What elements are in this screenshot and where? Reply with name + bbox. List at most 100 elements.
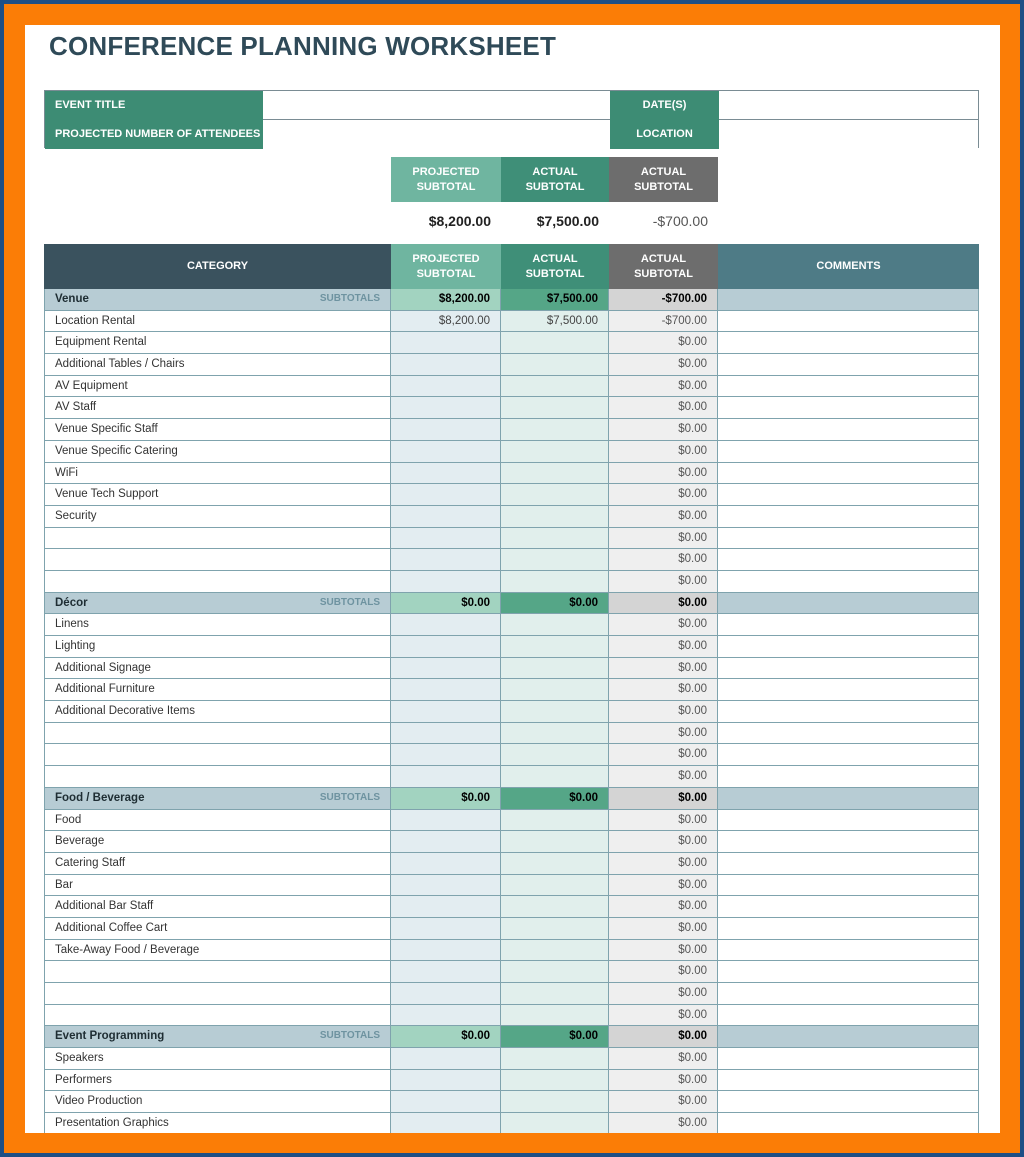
comments-cell[interactable] <box>718 462 979 484</box>
projected-cell[interactable] <box>391 831 501 852</box>
actual-cell[interactable] <box>501 354 609 375</box>
projected-cell[interactable] <box>391 961 501 982</box>
projected-cell[interactable] <box>391 939 501 961</box>
comments-cell[interactable] <box>718 744 979 766</box>
actual-cell[interactable] <box>501 874 609 896</box>
projected-cell[interactable] <box>391 636 501 657</box>
category-cell[interactable]: AV Equipment <box>44 375 391 397</box>
projected-cell[interactable] <box>391 484 501 505</box>
category-cell[interactable]: Location Rental <box>44 310 391 332</box>
actual-cell[interactable] <box>501 961 609 982</box>
category-cell[interactable]: Bar <box>44 874 391 896</box>
projected-cell[interactable] <box>391 549 501 570</box>
actual-cell[interactable] <box>501 527 609 549</box>
comments-cell[interactable] <box>718 917 979 939</box>
comments-cell[interactable] <box>718 1069 979 1091</box>
projected-cell[interactable] <box>391 462 501 484</box>
category-cell[interactable] <box>44 983 391 1004</box>
location-field[interactable] <box>719 120 978 149</box>
category-cell[interactable]: Additional Coffee Cart <box>44 917 391 939</box>
projected-cell[interactable] <box>391 701 501 722</box>
category-cell[interactable] <box>44 570 391 592</box>
actual-cell[interactable] <box>501 809 609 831</box>
category-cell[interactable]: Additional Signage <box>44 657 391 679</box>
projected-cell[interactable] <box>391 766 501 787</box>
category-cell[interactable]: Venue Tech Support <box>44 484 391 505</box>
projected-cell[interactable] <box>391 679 501 701</box>
category-cell[interactable]: Additional Tables / Chairs <box>44 354 391 375</box>
projected-cell[interactable] <box>391 983 501 1004</box>
actual-cell[interactable] <box>501 462 609 484</box>
projected-cell[interactable] <box>391 896 501 917</box>
projected-cell[interactable] <box>391 1048 501 1069</box>
comments-cell[interactable] <box>718 527 979 549</box>
comments-cell[interactable] <box>718 549 979 570</box>
comments-cell[interactable] <box>718 419 979 440</box>
comments-cell[interactable] <box>718 1026 979 1048</box>
category-cell[interactable]: Additional Furniture <box>44 679 391 701</box>
category-cell[interactable]: Take-Away Food / Beverage <box>44 939 391 961</box>
category-cell[interactable]: Food <box>44 809 391 831</box>
actual-cell[interactable] <box>501 549 609 570</box>
comments-cell[interactable] <box>718 961 979 982</box>
category-cell[interactable]: Venue Specific Catering <box>44 440 391 462</box>
comments-cell[interactable] <box>718 657 979 679</box>
comments-cell[interactable] <box>718 722 979 744</box>
projected-cell[interactable] <box>391 332 501 354</box>
comments-cell[interactable] <box>718 809 979 831</box>
category-cell[interactable] <box>44 722 391 744</box>
projected-cell[interactable] <box>391 722 501 744</box>
actual-cell[interactable] <box>501 679 609 701</box>
projected-cell[interactable] <box>391 852 501 874</box>
comments-cell[interactable] <box>718 570 979 592</box>
category-cell[interactable]: Venue Specific Staff <box>44 419 391 440</box>
projected-cell[interactable] <box>391 527 501 549</box>
comments-cell[interactable] <box>718 332 979 354</box>
comments-cell[interactable] <box>718 766 979 787</box>
category-cell[interactable]: Catering Staff <box>44 852 391 874</box>
category-cell[interactable]: Equipment Rental <box>44 332 391 354</box>
comments-cell[interactable] <box>718 831 979 852</box>
category-cell[interactable]: Linens <box>44 614 391 635</box>
event-title-field[interactable] <box>263 91 610 120</box>
comments-cell[interactable] <box>718 614 979 635</box>
comments-cell[interactable] <box>718 1113 979 1133</box>
category-cell[interactable] <box>44 1004 391 1026</box>
comments-cell[interactable] <box>718 701 979 722</box>
comments-cell[interactable] <box>718 679 979 701</box>
comments-cell[interactable] <box>718 505 979 527</box>
comments-cell[interactable] <box>718 354 979 375</box>
actual-cell[interactable] <box>501 440 609 462</box>
comments-cell[interactable] <box>718 874 979 896</box>
comments-cell[interactable] <box>718 1004 979 1026</box>
comments-cell[interactable] <box>718 375 979 397</box>
category-cell[interactable] <box>44 766 391 787</box>
actual-cell[interactable] <box>501 983 609 1004</box>
category-cell[interactable] <box>44 527 391 549</box>
actual-cell[interactable] <box>501 1004 609 1026</box>
projected-cell[interactable] <box>391 1113 501 1133</box>
projected-cell[interactable] <box>391 809 501 831</box>
projected-cell[interactable] <box>391 1004 501 1026</box>
actual-cell[interactable] <box>501 1048 609 1069</box>
category-cell[interactable] <box>44 744 391 766</box>
projected-cell[interactable] <box>391 1091 501 1113</box>
actual-cell[interactable]: $7,500.00 <box>501 310 609 332</box>
comments-cell[interactable] <box>718 939 979 961</box>
comments-cell[interactable] <box>718 636 979 657</box>
actual-cell[interactable] <box>501 397 609 419</box>
dates-field[interactable] <box>719 91 978 120</box>
comments-cell[interactable] <box>718 852 979 874</box>
comments-cell[interactable] <box>718 289 979 310</box>
projected-cell[interactable]: $8,200.00 <box>391 310 501 332</box>
actual-cell[interactable] <box>501 939 609 961</box>
actual-cell[interactable] <box>501 614 609 635</box>
comments-cell[interactable] <box>718 484 979 505</box>
comments-cell[interactable] <box>718 592 979 614</box>
comments-cell[interactable] <box>718 896 979 917</box>
comments-cell[interactable] <box>718 983 979 1004</box>
actual-cell[interactable] <box>501 657 609 679</box>
actual-cell[interactable] <box>501 766 609 787</box>
category-cell[interactable]: Additional Bar Staff <box>44 896 391 917</box>
actual-cell[interactable] <box>501 419 609 440</box>
